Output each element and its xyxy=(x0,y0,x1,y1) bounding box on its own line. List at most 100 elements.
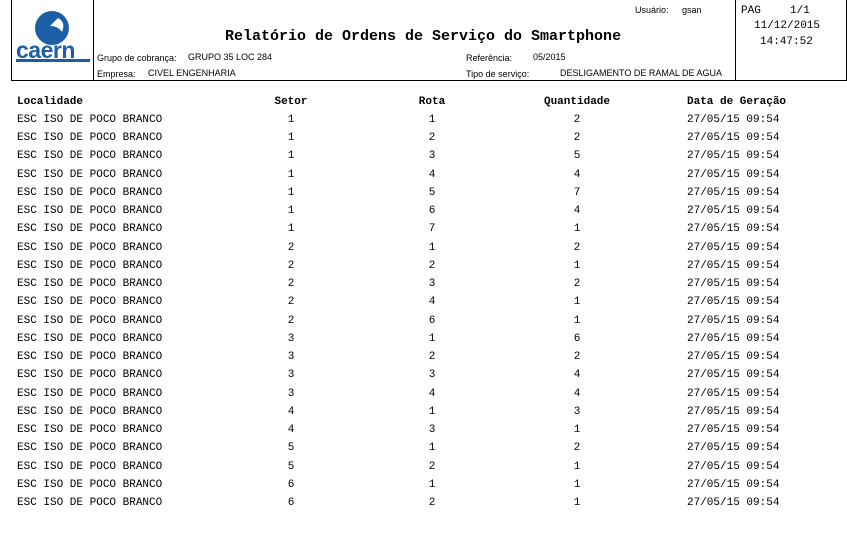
table-cell: 27/05/15 09:54 xyxy=(687,241,780,254)
table-cell: ESC ISO DE POCO BRANCO xyxy=(17,351,163,364)
table-cell: 27/05/15 09:54 xyxy=(687,332,780,345)
table-cell: ESC ISO DE POCO BRANCO xyxy=(17,296,163,309)
table-cell: 1 xyxy=(428,114,436,126)
table-cell: 6 xyxy=(428,314,436,327)
table-cell: 1 xyxy=(573,424,581,437)
table-cell: ESC ISO DE POCO BRANCO xyxy=(17,478,163,491)
table-cell: 27/05/15 09:54 xyxy=(687,442,780,455)
table-cell: 2 xyxy=(287,241,295,254)
table-cell: 1 xyxy=(287,150,295,163)
table-cell: 27/05/15 09:54 xyxy=(687,460,780,473)
table-cell: 3 xyxy=(287,369,295,382)
column-header: Rota xyxy=(418,96,446,108)
table-cell: 1 xyxy=(287,186,295,199)
table-cell: ESC ISO DE POCO BRANCO xyxy=(17,150,163,163)
table-cell: 2 xyxy=(428,351,436,364)
divider xyxy=(735,0,736,80)
table-cell: 27/05/15 09:54 xyxy=(687,168,780,181)
table-cell: ESC ISO DE POCO BRANCO xyxy=(17,241,163,254)
table-cell: 2 xyxy=(573,278,581,291)
table-cell: 1 xyxy=(287,223,295,236)
table-cell: 27/05/15 09:54 xyxy=(687,186,780,199)
table-cell: 1 xyxy=(573,296,581,309)
table-cell: 1 xyxy=(428,405,436,418)
table-cell: ESC ISO DE POCO BRANCO xyxy=(17,405,163,418)
table-cell: 1 xyxy=(573,223,581,236)
report-title: Relatório de Ordens de Serviço do Smartp… xyxy=(225,28,622,45)
reference: 05/2015 xyxy=(533,52,566,62)
table-cell: 5 xyxy=(573,150,581,163)
table-cell: ESC ISO DE POCO BRANCO xyxy=(17,114,163,126)
table-cell: 6 xyxy=(287,478,295,491)
table-cell: 2 xyxy=(428,259,436,272)
table-cell: 2 xyxy=(428,460,436,473)
user-label: Usuário: xyxy=(635,5,669,15)
table-cell: 27/05/15 09:54 xyxy=(687,205,780,218)
table-cell: 3 xyxy=(287,351,295,364)
table-cell: ESC ISO DE POCO BRANCO xyxy=(17,369,163,382)
company-label: Empresa: xyxy=(97,69,136,79)
column-header: Data de Geração xyxy=(687,96,787,108)
table-cell: 2 xyxy=(428,132,436,145)
table-cell: 3 xyxy=(287,387,295,400)
user: gsan xyxy=(682,5,702,15)
table-cell: 6 xyxy=(287,497,295,510)
table-cell: 4 xyxy=(573,168,581,181)
table-cell: ESC ISO DE POCO BRANCO xyxy=(17,460,163,473)
table-cell: 2 xyxy=(287,278,295,291)
table-cell: 1 xyxy=(573,478,581,491)
table-cell: 1 xyxy=(287,114,295,126)
page-number: 1/1 xyxy=(790,5,810,17)
table-cell: 27/05/15 09:54 xyxy=(687,314,780,327)
table-cell: 2 xyxy=(287,314,295,327)
table-cell: 3 xyxy=(428,369,436,382)
table-cell: 27/05/15 09:54 xyxy=(687,497,780,510)
table-cell: 3 xyxy=(573,405,581,418)
table-cell: 2 xyxy=(573,114,581,126)
table-cell: 1 xyxy=(428,478,436,491)
table-cell: 5 xyxy=(287,442,295,455)
table-cell: 4 xyxy=(573,369,581,382)
table-cell: ESC ISO DE POCO BRANCO xyxy=(17,205,163,218)
print-date: 11/12/2015 xyxy=(754,20,821,32)
table-cell: 3 xyxy=(428,150,436,163)
table-cell: ESC ISO DE POCO BRANCO xyxy=(17,186,163,199)
table-cell: ESC ISO DE POCO BRANCO xyxy=(17,332,163,345)
table-cell: 2 xyxy=(287,259,295,272)
reference-label: Referência: xyxy=(466,53,513,63)
table-cell: 27/05/15 09:54 xyxy=(687,296,780,309)
table-cell: 27/05/15 09:54 xyxy=(687,369,780,382)
table-cell: 6 xyxy=(428,205,436,218)
table-cell: 1 xyxy=(287,168,295,181)
table-cell: 27/05/15 09:54 xyxy=(687,351,780,364)
table-cell: 27/05/15 09:54 xyxy=(687,405,780,418)
group-label: Grupo de cobrança: xyxy=(97,53,177,63)
table-cell: 27/05/15 09:54 xyxy=(687,259,780,272)
table-cell: 3 xyxy=(428,278,436,291)
table-cell: 2 xyxy=(573,241,581,254)
table-cell: ESC ISO DE POCO BRANCO xyxy=(17,314,163,327)
table-cell: 7 xyxy=(428,223,436,236)
table-cell: 4 xyxy=(287,424,295,437)
table-cell: 1 xyxy=(428,442,436,455)
column-header: Quantidade xyxy=(543,96,610,108)
table-cell: 2 xyxy=(287,296,295,309)
print-time: 14:47:52 xyxy=(760,36,813,48)
table-cell: 1 xyxy=(287,132,295,145)
table-cell: 2 xyxy=(428,497,436,510)
table-cell: 1 xyxy=(573,460,581,473)
table-cell: 6 xyxy=(573,332,581,345)
table-cell: 4 xyxy=(573,387,581,400)
table-cell: 2 xyxy=(573,351,581,364)
table-cell: 1 xyxy=(287,205,295,218)
table-cell: ESC ISO DE POCO BRANCO xyxy=(17,168,163,181)
column-header: Localidade xyxy=(17,96,84,108)
column-header: Setor xyxy=(274,96,308,108)
group: GRUPO 35 LOC 284 xyxy=(188,52,273,62)
table-cell: 27/05/15 09:54 xyxy=(687,424,780,437)
table-cell: ESC ISO DE POCO BRANCO xyxy=(17,387,163,400)
table-cell: 7 xyxy=(573,186,581,199)
table-cell: 5 xyxy=(287,460,295,473)
table-cell: 27/05/15 09:54 xyxy=(687,223,780,236)
table-cell: ESC ISO DE POCO BRANCO xyxy=(17,424,163,437)
